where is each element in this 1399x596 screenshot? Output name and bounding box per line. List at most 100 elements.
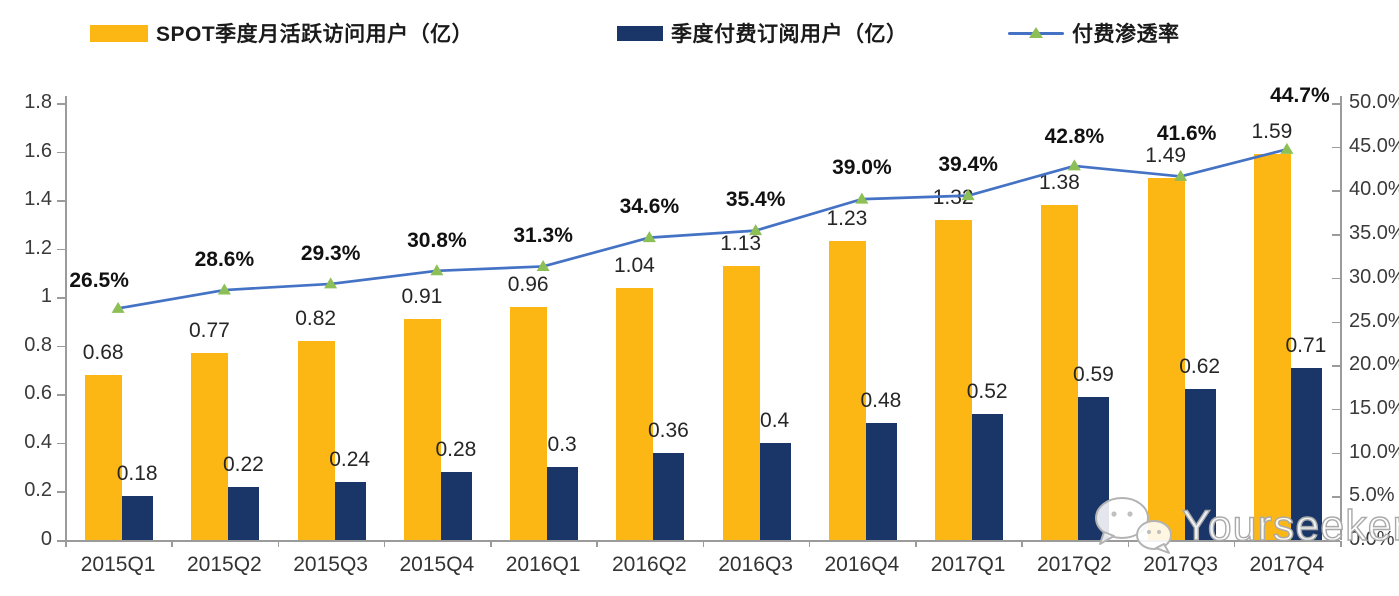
x-axis-tick [915, 541, 917, 547]
mau-value-label: 0.96 [507, 272, 549, 296]
line-marker-triangle [536, 259, 550, 271]
mau-bar [191, 353, 229, 540]
x-axis [65, 540, 1340, 542]
left-axis-tick [57, 540, 65, 542]
left-axis-tick-label: 0.4 [24, 430, 52, 453]
watermark-text: Yourseeker [1181, 501, 1399, 550]
line-marker-triangle [642, 231, 656, 243]
mau-legend-label: SPOT季度月活跃访问用户（亿） [156, 23, 474, 46]
subscriber-bar [972, 413, 1004, 540]
line-marker-triangle [217, 283, 231, 295]
left-axis-tick-label: 0.2 [24, 479, 52, 502]
x-axis-tick [1340, 541, 1342, 547]
subscriber-bar [228, 486, 260, 540]
legend-item-penetration: 付费渗透率 [1008, 18, 1180, 48]
x-axis-label: 2017Q1 [930, 553, 1006, 576]
left-axis-tick [57, 248, 65, 251]
x-axis-label: 2015Q3 [293, 553, 368, 576]
right-axis-tick [1332, 365, 1340, 367]
penetration-legend-marker [1008, 26, 1064, 40]
right-axis-tick-label: 20.0% [1349, 353, 1399, 376]
right-axis-tick [1332, 190, 1340, 192]
right-axis-tick [1332, 146, 1340, 149]
penetration-label: 31.3% [513, 224, 573, 248]
left-axis-tick-label: 0.8 [24, 333, 52, 356]
mau-value-label: 1.04 [613, 253, 655, 277]
subscriber-bar [759, 442, 791, 540]
mau-value-label: 1.38 [1038, 170, 1080, 194]
subscriber-bar [547, 467, 579, 540]
subscriber-value-label: 0.3 [547, 433, 577, 457]
subscriber-value-label: 0.48 [860, 389, 902, 413]
subscriber-value-label: 0.4 [760, 408, 790, 432]
right-axis-tick [1332, 234, 1340, 236]
right-axis-tick [1332, 408, 1340, 411]
penetration-label: 42.8% [1044, 124, 1105, 148]
mau-value-label: 0.82 [295, 306, 337, 330]
subscriber-value-label: 0.62 [1179, 355, 1221, 379]
x-axis-label: 2016Q4 [824, 553, 900, 576]
subscriber-value-label: 0.18 [116, 462, 158, 486]
right-axis-tick-label: 0.0% [1349, 528, 1395, 550]
right-axis-tick-label: 15.0% [1349, 396, 1399, 419]
x-axis-tick [702, 541, 704, 547]
mau-legend-swatch [90, 24, 148, 42]
subscriber-bar [334, 481, 366, 540]
mau-bar [722, 265, 760, 540]
right-axis-tick [1332, 321, 1340, 323]
x-axis-label: 2016Q2 [612, 553, 687, 576]
line-marker-triangle [1067, 159, 1081, 171]
right-axis-tick-label: 25.0% [1349, 309, 1399, 332]
mau-value-label: 1.59 [1251, 119, 1293, 143]
penetration-label: 44.7% [1270, 84, 1330, 108]
subscriber-bar [653, 452, 685, 540]
x-axis-label: 2015Q4 [399, 553, 475, 576]
subscriber-value-label: 0.28 [435, 438, 477, 462]
mau-value-label: 1.23 [826, 207, 868, 231]
line-marker-triangle [1280, 142, 1294, 154]
left-axis-tick [57, 394, 65, 396]
x-axis-tick [277, 541, 279, 547]
mau-value-label: 0.68 [82, 340, 124, 364]
left-axis-tick [57, 491, 65, 493]
x-axis-tick [383, 541, 386, 547]
subscriber-value-label: 0.22 [222, 452, 264, 476]
x-axis-tick [490, 541, 492, 547]
watermark: Yourseeker [1090, 494, 1399, 558]
subscriber-value-label: 0.24 [329, 447, 371, 471]
right-axis-tick [1332, 277, 1340, 280]
penetration-label: 28.6% [194, 248, 255, 272]
left-axis-tick-label: 0.6 [24, 382, 52, 405]
subscriber-bar [1184, 389, 1216, 540]
subscribers-legend-swatch [617, 25, 663, 41]
subscriber-value-label: 0.59 [1072, 362, 1114, 386]
penetration-label: 41.6% [1156, 122, 1217, 146]
mau-value-label: 1.32 [932, 185, 974, 209]
left-axis-tick-label: 1.4 [24, 188, 52, 211]
left-axis-tick [57, 297, 65, 299]
line-marker-triangle [324, 277, 338, 289]
subscriber-bar [865, 423, 897, 540]
left-axis-tick [57, 442, 65, 445]
subscriber-bar [440, 472, 472, 540]
subscriber-value-label: 0.36 [647, 418, 689, 442]
mau-bar [85, 374, 123, 540]
right-axis-tick [1332, 103, 1340, 105]
penetration-label: 29.3% [300, 241, 361, 265]
left-axis-tick-label: 1 [40, 285, 52, 308]
left-axis [65, 96, 67, 540]
penetration-label: 39.4% [938, 152, 998, 176]
right-axis-tick [1332, 452, 1340, 455]
subscribers-legend-label: 季度付费订阅用户（亿） [671, 23, 908, 46]
right-axis-tick-label: 45.0% [1349, 134, 1399, 157]
subscriber-value-label: 0.71 [1285, 333, 1327, 357]
wechat-icon [1095, 497, 1172, 554]
penetration-label: 26.5% [69, 269, 129, 293]
x-axis-label: 2016Q3 [718, 553, 793, 576]
legend-item-subscribers: 季度付费订阅用户（亿） [617, 18, 908, 48]
right-axis-tick-label: 30.0% [1349, 265, 1399, 288]
left-axis-tick-label: 1.8 [24, 91, 52, 113]
legend-item-mau: SPOT季度月活跃访问用户（亿） [90, 18, 473, 48]
x-axis-label: 2017Q2 [1037, 553, 1112, 576]
